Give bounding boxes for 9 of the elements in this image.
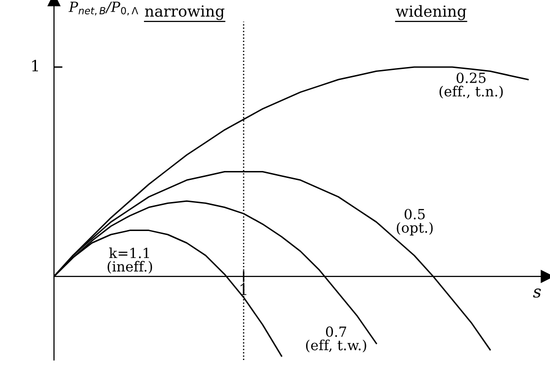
- series-label: k=1.1 (ineff.): [108, 247, 152, 274]
- x-axis-title: s: [533, 288, 541, 298]
- text: widening: [396, 5, 466, 20]
- series-label: 0.7 (eff, t.w.): [306, 326, 366, 352]
- series-label: 0.25 (eff., t.n.): [440, 72, 503, 98]
- text: narrowing: [145, 5, 224, 20]
- y-axis-title: P$_{net,B}$/P$_{0,Λ}$: [68, 2, 138, 16]
- series-label: 0.5 (opt.): [396, 208, 433, 236]
- text: 1: [32, 60, 38, 72]
